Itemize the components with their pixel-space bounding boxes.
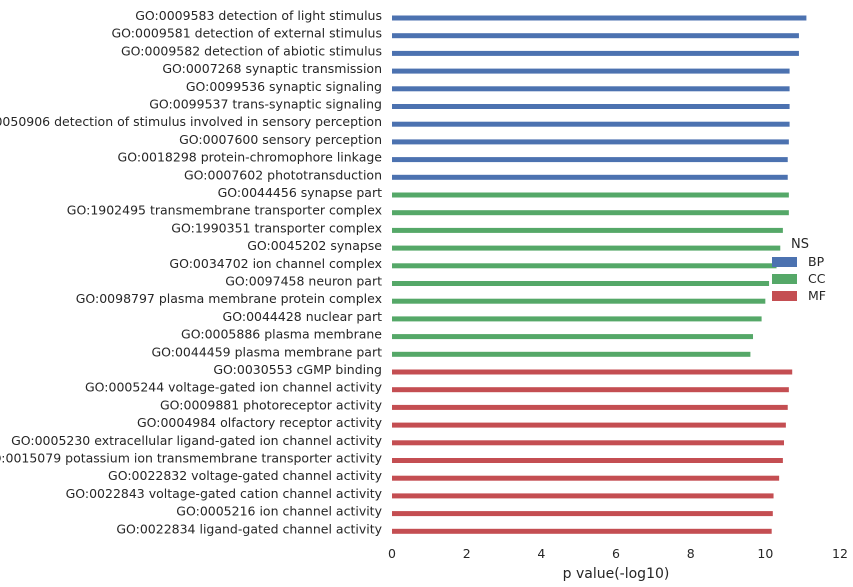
- bar-bp: [392, 157, 788, 163]
- bar-bp: [392, 33, 799, 39]
- bar-cc: [392, 245, 781, 251]
- x-tick-label: 2: [463, 546, 471, 561]
- bar-bp: [392, 139, 789, 145]
- bar-mf: [392, 458, 783, 463]
- category-label: GO:0099536 synaptic signaling: [186, 79, 382, 94]
- legend-swatch-mf: [772, 291, 797, 301]
- category-label: GO:0009581 detection of external stimulu…: [112, 26, 383, 41]
- category-label: GO:0022834 ligand-gated channel activity: [116, 521, 382, 536]
- category-label: GO:0030553 cGMP binding: [213, 362, 382, 377]
- bars-group: [392, 15, 807, 534]
- category-label: GO:0005244 voltage-gated ion channel act…: [85, 380, 383, 395]
- category-label: GO:0097458 neuron part: [225, 274, 382, 289]
- bar-mf: [392, 475, 780, 481]
- bar-mf: [392, 422, 786, 428]
- legend-title: NS: [791, 237, 809, 252]
- category-label: GO:1902495 transmembrane transporter com…: [67, 203, 382, 218]
- category-label: GO:0050906 detection of stimulus involve…: [0, 114, 382, 129]
- category-label: GO:0005886 plasma membrane: [181, 327, 382, 342]
- category-label: GO:0034702 ion channel complex: [169, 256, 382, 271]
- category-label: GO:0044428 nuclear part: [223, 309, 383, 324]
- category-label: GO:0005230 extracellular ligand-gated io…: [11, 433, 383, 448]
- bar-mf: [392, 528, 772, 534]
- x-tick-label: 4: [537, 546, 545, 561]
- category-label: GO:0004984 olfactory receptor activity: [137, 415, 383, 430]
- category-label: GO:0044459 plasma membrane part: [151, 344, 382, 359]
- bar-mf: [392, 511, 773, 517]
- legend-label-mf: MF: [808, 288, 826, 303]
- category-label: GO:0044456 synapse part: [218, 185, 382, 200]
- legend: NS BP CC MF: [772, 237, 826, 303]
- x-axis-label: p value(-log10): [563, 566, 670, 582]
- x-tick-label: 6: [612, 546, 620, 561]
- category-label: GO:0009582 detection of abiotic stimulus: [121, 43, 382, 58]
- bar-bp: [392, 15, 807, 21]
- bar-mf: [392, 404, 788, 410]
- bar-mf: [392, 387, 789, 393]
- x-tick-label: 0: [388, 546, 396, 561]
- category-label: GO:0005216 ion channel activity: [176, 504, 382, 519]
- legend-swatch-bp: [772, 257, 797, 267]
- bar-cc: [392, 192, 789, 198]
- x-tick-label: 12: [832, 546, 848, 561]
- category-labels: GO:0009583 detection of light stimulus GO…: [0, 8, 383, 536]
- bar-bp: [392, 68, 790, 74]
- category-label: GO:0022832 voltage-gated channel activit…: [108, 468, 383, 483]
- category-label: GO:0009881 photoreceptor activity: [160, 397, 383, 412]
- bar-cc: [392, 334, 754, 340]
- bar-cc: [392, 316, 762, 322]
- bar-bp: [392, 104, 790, 109]
- bar-mf: [392, 440, 784, 446]
- legend-label-bp: BP: [808, 254, 825, 269]
- bar-bp: [392, 174, 788, 180]
- bar-cc: [392, 263, 777, 269]
- category-label: GO:0007600 sensory perception: [179, 132, 382, 147]
- bar-cc: [392, 351, 751, 357]
- bar-cc: [392, 281, 770, 286]
- x-tick-label: 10: [757, 546, 773, 561]
- category-label: GO:0007268 synaptic transmission: [162, 61, 382, 76]
- x-axis-ticks: 0 2 4 6 8 10 12: [388, 546, 848, 561]
- bar-cc: [392, 298, 766, 304]
- x-tick-label: 8: [687, 546, 695, 561]
- category-label: GO:0098797 plasma membrane protein compl…: [76, 291, 382, 306]
- legend-swatch-cc: [772, 274, 797, 284]
- category-label: GO:0007602 phototransduction: [184, 167, 382, 182]
- bar-bp: [392, 50, 799, 56]
- category-label: GO:0018298 protein-chromophore linkage: [118, 150, 383, 165]
- category-label: GO:0015079 potassium ion transmembrane t…: [0, 451, 383, 466]
- category-label: GO:0022843 voltage-gated cation channel …: [66, 486, 383, 501]
- category-label: GO:0099537 trans-synaptic signaling: [149, 97, 382, 112]
- bar-mf: [392, 369, 793, 375]
- legend-label-cc: CC: [808, 271, 826, 286]
- bar-cc: [392, 210, 789, 216]
- category-label: GO:0045202 synapse: [247, 238, 382, 253]
- bar-bp: [392, 121, 790, 127]
- bar-cc: [392, 227, 783, 233]
- category-label: GO:1990351 transporter complex: [171, 220, 382, 235]
- bar-mf: [392, 493, 774, 499]
- category-label: GO:0009583 detection of light stimulus: [135, 8, 382, 23]
- bar-bp: [392, 86, 790, 92]
